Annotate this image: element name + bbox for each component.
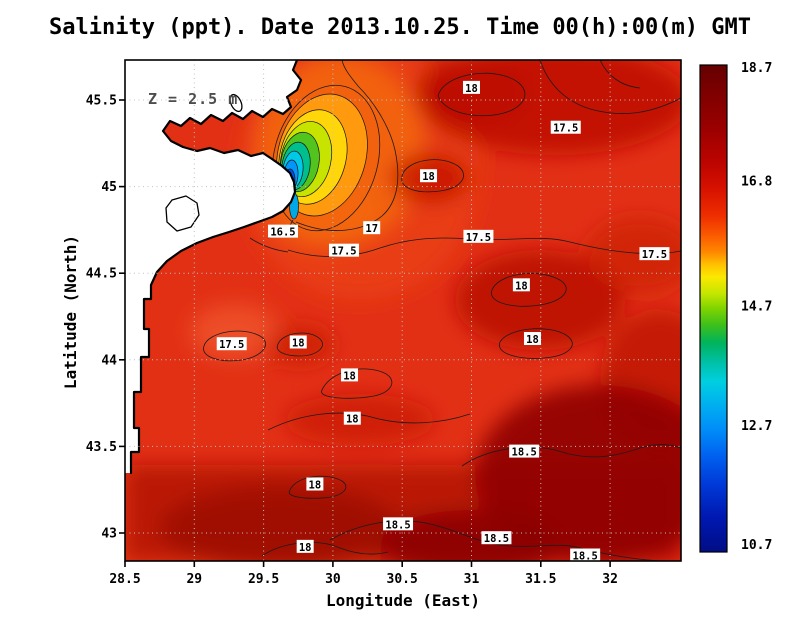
contour-label-chip [216,337,247,351]
contour-label: 18.5 [512,447,537,459]
contour-label: 18 [299,542,312,554]
x-tick-label: 31.5 [525,572,556,587]
field-blob [585,217,681,293]
colorbar [699,64,728,553]
x-tick-label: 28.5 [109,572,140,587]
colorbar-tick-labels: 18.7 16.8 14.7 12.7 10.7 [741,61,772,553]
contour-line [276,332,323,357]
contour-line [203,330,266,362]
contour-label-chip [523,332,541,346]
estuary [229,93,243,113]
contour-label-chip [289,335,307,349]
field-blob [160,486,400,561]
contour-label: 18 [292,337,305,349]
contour-line [437,72,526,117]
coastline [129,60,303,475]
x-tick-label: 30.5 [387,572,418,587]
depth-annotation: Z = 2.5 m [148,90,238,108]
land [125,60,301,473]
colorbar-tick-label: 18.7 [741,61,772,76]
contour-label: 18.5 [573,551,598,563]
contour-label: 16.5 [270,227,295,239]
contour-label: 18 [526,334,539,346]
contour-label: 18 [515,280,528,292]
contour-line [267,412,471,431]
y-tick-label: 43 [101,527,117,542]
x-tick-label: 29 [186,572,202,587]
contour-line [295,60,399,231]
colorbar-tick-label: 12.7 [741,419,772,434]
contour-label: 18 [422,171,435,183]
contour-line [288,475,347,499]
contour-label-chip [509,444,540,458]
contour-label: 18 [465,83,478,95]
contour-label: 18 [346,414,359,426]
colorbar-tick-label: 16.8 [741,174,772,189]
contour-label-chip [512,278,530,292]
contour-line [249,237,289,253]
lagoon [165,195,200,232]
contour-label: 18 [343,370,356,382]
contour-label-chip [550,120,581,134]
colorbar-tick-label: 14.7 [741,300,772,315]
contour-label: 17.5 [642,249,667,261]
contour-label-chip [306,477,324,491]
contour-label-chip [341,368,359,382]
x-tick-labels: 28.5 29 29.5 30 30.5 31 31.5 32 [109,572,618,587]
axis-tick-marks [119,99,611,567]
contour-line [539,60,681,114]
y-tick-label: 43.5 [86,440,117,455]
y-tick-label: 45.5 [86,94,117,109]
contour-label-chip [639,247,670,261]
y-tick-label: 45 [101,180,117,195]
y-axis-title: Latitude (North) [61,235,80,389]
y-tick-labels: 45.5 45 44.5 44 43.5 43 [86,94,117,542]
y-tick-label: 44.5 [86,267,117,282]
field-blob [475,385,681,561]
x-tick-label: 29.5 [248,572,279,587]
contour-label: 17.5 [219,339,244,351]
x-tick-label: 31 [464,572,480,587]
contour-label-chip [383,517,414,531]
contour-line [271,84,381,232]
contour-line [461,444,681,467]
contour-label-chip [570,548,601,562]
contour-label: 17.5 [331,246,356,258]
contour-label: 17.5 [466,232,491,244]
x-tick-label: 32 [602,572,618,587]
contour-label: 18 [309,480,322,492]
contour-line [599,60,641,89]
contour-line [261,542,389,557]
contour-label-chip [363,221,381,235]
contour-label-chip [481,531,512,545]
contour-label-chip [296,539,314,553]
colorbar-tick-label: 10.7 [741,538,772,553]
contour-label: 17.5 [553,123,578,135]
map-area [125,60,681,561]
contour-label-chip [328,243,359,257]
contour-label: 18.5 [385,519,410,531]
contour-line [499,328,573,359]
chart-title: Salinity (ppt). Date 2013.10.25. Time 00… [49,15,751,40]
contour-label: 18.5 [484,533,509,545]
contour-line [491,273,567,307]
contour-label-chip [463,80,480,94]
contour-label-chip [420,169,438,183]
x-tick-label: 30 [325,572,341,587]
contour-labels: 18 17.5 18 17 16.5 17.5 17.5 17.5 18 17.5 18 18 18 18… [216,80,670,563]
contour-label-chip [463,229,494,243]
contour-label-chip [268,224,299,238]
contour-label-chip [343,411,361,425]
field-blob [190,304,280,360]
contour-line [401,159,464,193]
x-axis-title: Longitude (East) [326,591,480,610]
salinity-field [125,60,681,561]
contour-label: 17 [365,223,378,235]
field-blob [455,250,625,350]
y-tick-label: 44 [101,353,117,368]
